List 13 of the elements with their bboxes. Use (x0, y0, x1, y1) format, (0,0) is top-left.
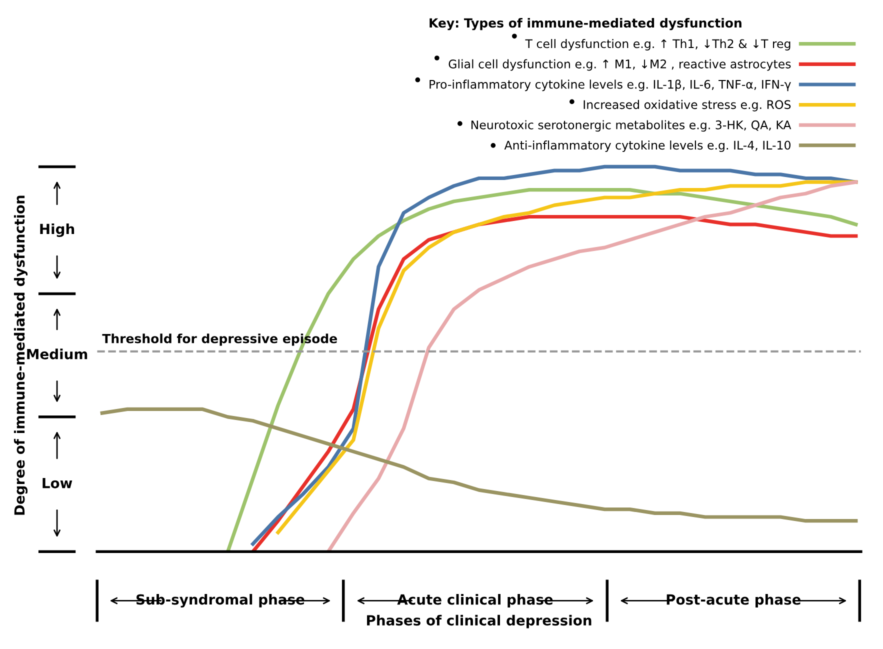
legend-label: Glial cell dysfunction e.g. ↑ M1, ↓M2 , reactive astrocytes (448, 59, 791, 71)
text: Degree of immune-mediated dysfunction (14, 196, 28, 515)
x-axis-title: Phases of clinical depression (367, 614, 592, 628)
legend-label: T cell dysfunction e.g. ↑ Th1, ↓Th2 & ↓T reg (525, 39, 790, 50)
text: Medium (27, 348, 88, 360)
legend-label: Increased oxidative stress e.g. ROS (584, 100, 791, 112)
legend-title: Key: Types of immune-mediated dysfunction (430, 18, 742, 30)
legend-label: Anti-inflammatory cytokine levels e.g. IL-4, IL-10 (504, 140, 790, 152)
text: Low (42, 478, 72, 488)
legend-label: Neurotoxic serotonergic metabolites e.g. 3-HK, QA, KA (471, 120, 792, 132)
text: High (40, 223, 74, 237)
text: Post-acute phase (666, 594, 801, 608)
legend-label: Pro-inflammatory cytokine levels e.g. IL-1β, IL-6, TNF-α, IFN-γ (430, 80, 791, 92)
